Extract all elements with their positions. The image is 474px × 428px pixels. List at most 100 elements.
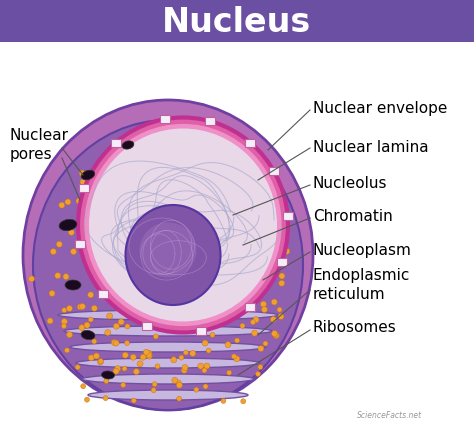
Ellipse shape [277,307,282,312]
Ellipse shape [113,340,119,346]
Text: Nuclear
pores: Nuclear pores [10,128,69,162]
Text: Nucleus: Nucleus [163,6,311,39]
Ellipse shape [279,273,285,279]
Ellipse shape [253,317,259,323]
Ellipse shape [235,338,240,343]
Ellipse shape [122,141,134,149]
Ellipse shape [131,398,137,403]
Ellipse shape [59,202,65,208]
Ellipse shape [204,363,210,369]
Text: Nuclear envelope: Nuclear envelope [313,101,447,116]
Ellipse shape [59,220,77,231]
Bar [74,240,84,248]
Ellipse shape [91,305,97,311]
Bar [246,303,255,311]
Ellipse shape [88,355,94,361]
Ellipse shape [181,367,187,373]
Ellipse shape [47,318,53,324]
Ellipse shape [125,324,130,329]
Ellipse shape [78,118,288,333]
Ellipse shape [176,382,182,388]
Ellipse shape [23,100,313,410]
Ellipse shape [115,366,121,372]
Ellipse shape [79,170,85,176]
Text: Chromatin: Chromatin [313,208,393,223]
Ellipse shape [260,301,266,307]
Ellipse shape [252,330,257,336]
Ellipse shape [234,356,240,362]
Ellipse shape [263,341,268,346]
Ellipse shape [50,249,56,255]
Ellipse shape [56,241,62,247]
Ellipse shape [126,205,220,305]
Ellipse shape [64,348,70,353]
Ellipse shape [77,304,83,310]
Ellipse shape [58,310,278,320]
Ellipse shape [240,323,245,328]
Ellipse shape [65,280,81,290]
Ellipse shape [177,396,182,401]
Ellipse shape [88,390,248,400]
Ellipse shape [98,359,103,364]
Ellipse shape [92,339,97,344]
Ellipse shape [139,223,197,277]
Ellipse shape [284,248,290,254]
Ellipse shape [88,317,93,322]
Bar [269,167,279,175]
Ellipse shape [62,324,66,329]
Ellipse shape [105,330,111,336]
Ellipse shape [198,363,204,369]
Ellipse shape [279,280,285,286]
Ellipse shape [88,292,94,298]
Ellipse shape [49,291,55,297]
Ellipse shape [147,351,152,356]
Ellipse shape [273,333,279,339]
Ellipse shape [103,395,108,401]
Ellipse shape [81,384,86,389]
Ellipse shape [232,354,237,359]
Ellipse shape [183,350,188,355]
Ellipse shape [68,229,74,235]
Ellipse shape [107,313,113,319]
Ellipse shape [202,368,207,373]
Ellipse shape [178,306,183,310]
Ellipse shape [211,317,216,322]
Ellipse shape [140,354,146,360]
Ellipse shape [179,355,184,360]
Ellipse shape [66,332,73,338]
Ellipse shape [125,341,129,345]
Ellipse shape [183,324,188,329]
Ellipse shape [104,379,109,383]
Ellipse shape [151,388,156,393]
Text: Ribosomes: Ribosomes [313,321,397,336]
Ellipse shape [202,340,208,346]
Ellipse shape [270,316,276,322]
Bar [283,211,292,220]
Ellipse shape [280,207,286,213]
Ellipse shape [63,273,69,279]
Ellipse shape [83,122,283,327]
Ellipse shape [127,137,133,143]
Text: ScienceFacts.net: ScienceFacts.net [357,410,422,419]
Ellipse shape [251,320,255,325]
Ellipse shape [33,120,303,410]
Ellipse shape [278,313,284,319]
Ellipse shape [203,384,208,389]
Ellipse shape [151,309,155,315]
Ellipse shape [121,308,126,313]
Ellipse shape [133,369,139,374]
Ellipse shape [93,353,100,359]
Ellipse shape [241,399,246,404]
Ellipse shape [176,380,181,385]
Ellipse shape [152,382,157,387]
Bar [277,258,287,266]
Ellipse shape [28,276,35,282]
Ellipse shape [80,179,86,185]
Text: Nucleolus: Nucleolus [313,175,388,190]
Ellipse shape [190,351,196,357]
Ellipse shape [182,365,188,371]
Bar [196,327,206,335]
Ellipse shape [172,377,178,383]
Ellipse shape [137,361,143,367]
Ellipse shape [81,330,95,339]
